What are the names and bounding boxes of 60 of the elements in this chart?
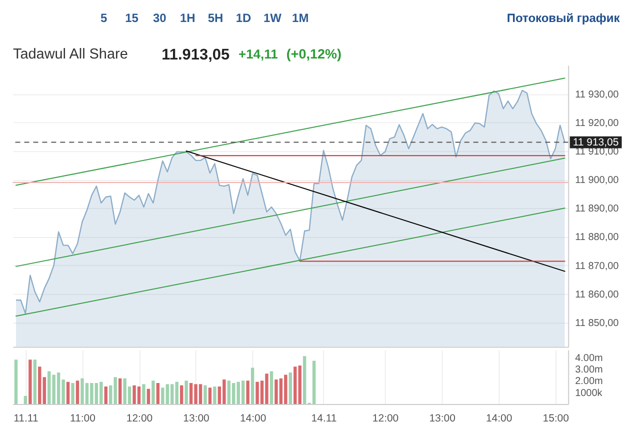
text: 1W: [263, 10, 282, 25]
x-tick-label: 14:00: [240, 413, 266, 424]
text: Потоковый график: [506, 10, 620, 25]
bar: [28, 360, 32, 404]
y-tick-label: 11 850,00: [575, 318, 620, 329]
bar: [14, 360, 18, 404]
bar: [246, 380, 250, 404]
x-tick-label: 13:00: [429, 413, 456, 424]
bar: [184, 380, 188, 404]
x-tick-label: 13:00: [183, 413, 210, 424]
y-tick-label: 4.00m: [575, 352, 603, 364]
text: 5: [100, 10, 108, 25]
bar: [152, 380, 155, 404]
x-tick-label: 14.11: [311, 413, 337, 424]
bar: [38, 366, 42, 404]
bar: [33, 360, 37, 404]
y-tick-label: 11 930,00: [575, 89, 620, 100]
bar: [208, 388, 212, 404]
text: 15: [125, 10, 139, 25]
x-tick-label: 12:00: [126, 413, 153, 424]
y-tick-label: 11 860,00: [575, 289, 620, 300]
bar: [66, 382, 70, 404]
x-tick-label: 15:00: [542, 413, 570, 424]
x-tick-label: 11.11: [14, 413, 38, 424]
y-tick-label: 2.00m: [575, 376, 603, 388]
bar: [24, 396, 28, 404]
x-tick-label: 14:00: [486, 413, 512, 424]
bar: [104, 386, 108, 404]
y-tick-label: 11 920,00: [575, 118, 620, 129]
text: +14,11: [238, 46, 278, 62]
text: 5H: [208, 10, 224, 25]
y-tick-label: 11 880,00: [575, 232, 620, 244]
text: 1D: [236, 10, 252, 25]
bar: [71, 382, 74, 404]
bar: [146, 388, 150, 404]
y-tick-label: 11 870,00: [575, 260, 620, 272]
bar: [118, 378, 122, 404]
text: 30: [153, 10, 167, 25]
bar: [213, 386, 216, 404]
bar: [42, 377, 46, 404]
text: 1H: [180, 10, 196, 25]
y-tick-label: 11 890,00: [575, 204, 620, 215]
chart-title: Tadawul All Share: [12, 46, 128, 62]
x-tick-label: 11:00: [70, 413, 96, 424]
text: 1M: [292, 10, 309, 25]
bar: [250, 368, 254, 404]
bar: [142, 384, 146, 404]
x-tick-label: 12:00: [372, 413, 399, 424]
bar: [156, 382, 160, 404]
bar: [270, 371, 274, 404]
y-tick-label: 3.00m: [575, 364, 603, 376]
y-tick-label: 1000k: [575, 388, 602, 399]
text: 11.913,05: [162, 46, 230, 64]
bar: [288, 372, 292, 404]
text: (+0,12%): [286, 46, 342, 62]
ref-line-label: 11 913,05: [572, 137, 619, 148]
bar: [204, 385, 207, 404]
y-tick-label: 11 900,00: [575, 175, 620, 186]
bar: [76, 380, 80, 404]
bar: [180, 385, 184, 404]
